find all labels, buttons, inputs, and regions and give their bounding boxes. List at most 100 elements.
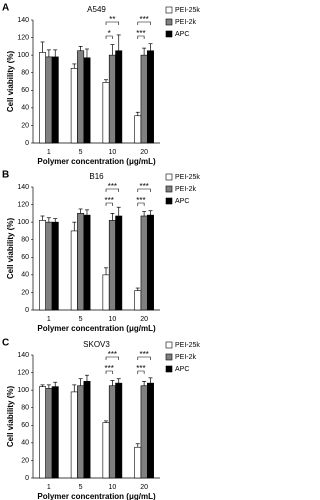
y-tick-label: 140 bbox=[17, 17, 29, 24]
y-tick-label: 20 bbox=[21, 289, 29, 296]
bar bbox=[140, 215, 148, 311]
legend-label: PEI-25k bbox=[175, 342, 200, 349]
x-tick-label: 5 bbox=[79, 484, 83, 491]
significance-label: *** bbox=[105, 364, 114, 373]
y-axis-label: Cell viability (%) bbox=[6, 385, 15, 447]
legend-swatch bbox=[165, 365, 173, 373]
y-tick-label: 120 bbox=[17, 34, 29, 41]
bar bbox=[108, 54, 116, 144]
bar bbox=[108, 385, 116, 479]
legend-swatch bbox=[165, 341, 173, 349]
significance-bracket bbox=[105, 202, 113, 206]
bar bbox=[147, 50, 154, 144]
bar bbox=[77, 213, 85, 311]
x-tick-label: 1 bbox=[47, 149, 51, 156]
bar bbox=[45, 221, 53, 311]
significance-label: *** bbox=[139, 15, 148, 24]
y-tick-label: 100 bbox=[17, 219, 29, 226]
x-tick-label: 5 bbox=[79, 316, 83, 323]
bar bbox=[134, 446, 142, 479]
bar bbox=[83, 57, 91, 144]
y-tick-label: 80 bbox=[21, 70, 29, 77]
bar bbox=[39, 386, 46, 479]
y-tick-label: 40 bbox=[21, 272, 29, 279]
y-axis-label: Cell viability (%) bbox=[6, 217, 15, 279]
significance-label: *** bbox=[136, 196, 145, 205]
bar bbox=[77, 385, 85, 479]
y-tick-label: 0 bbox=[25, 475, 29, 482]
x-axis-label: Polymer concentration (μg/mL) bbox=[37, 324, 156, 333]
y-tick-label: 80 bbox=[21, 405, 29, 412]
bar bbox=[39, 52, 46, 144]
x-tick-label: 10 bbox=[108, 149, 116, 156]
bar bbox=[147, 214, 154, 311]
significance-bracket bbox=[137, 188, 151, 192]
legend-label: PEI-2k bbox=[175, 186, 197, 193]
significance-bracket bbox=[105, 370, 113, 374]
x-tick-label: 20 bbox=[140, 484, 148, 491]
panel-label: B bbox=[2, 170, 9, 181]
y-tick-label: 40 bbox=[21, 440, 29, 447]
y-tick-label: 100 bbox=[17, 52, 29, 59]
bar bbox=[108, 220, 116, 311]
bar bbox=[140, 385, 148, 479]
significance-label: *** bbox=[108, 182, 117, 191]
significance-label: *** bbox=[136, 364, 145, 373]
bar bbox=[147, 382, 154, 479]
chart-title: B16 bbox=[89, 172, 104, 181]
bar bbox=[115, 215, 123, 311]
x-tick-label: 20 bbox=[140, 316, 148, 323]
x-tick-label: 5 bbox=[79, 149, 83, 156]
bar bbox=[51, 221, 59, 311]
significance-bracket bbox=[105, 356, 120, 360]
chart-title: SKOV3 bbox=[83, 340, 110, 349]
x-tick-label: 1 bbox=[47, 316, 51, 323]
panel-label: A bbox=[2, 3, 9, 14]
x-axis-label: Polymer concentration (μg/mL) bbox=[37, 492, 156, 500]
significance-label: *** bbox=[139, 350, 148, 359]
legend-swatch bbox=[165, 18, 173, 26]
bar bbox=[51, 56, 59, 144]
y-tick-label: 120 bbox=[17, 201, 29, 208]
panel-label: C bbox=[2, 338, 9, 349]
significance-label: * bbox=[108, 29, 111, 38]
figure: A A549 Cell viability (%) Polymer concentra… bbox=[2, 3, 200, 500]
bar bbox=[83, 381, 91, 479]
bar bbox=[134, 115, 142, 144]
y-tick-label: 120 bbox=[17, 369, 29, 376]
x-tick-label: 10 bbox=[108, 316, 116, 323]
significance-bracket bbox=[137, 356, 151, 360]
y-axis-label: Cell viability (%) bbox=[6, 50, 15, 112]
significance-bracket bbox=[105, 21, 120, 25]
significance-bracket bbox=[137, 21, 151, 25]
y-tick-label: 0 bbox=[25, 307, 29, 314]
bar bbox=[102, 82, 110, 144]
bar bbox=[70, 68, 78, 144]
bar bbox=[70, 230, 78, 311]
y-tick-label: 20 bbox=[21, 457, 29, 464]
legend-label: PEI-25k bbox=[175, 7, 200, 14]
y-tick-label: 140 bbox=[17, 184, 29, 191]
y-tick-label: 60 bbox=[21, 87, 29, 94]
significance-label: *** bbox=[108, 350, 117, 359]
bar bbox=[70, 391, 78, 479]
y-tick-label: 100 bbox=[17, 387, 29, 394]
significance-bracket bbox=[137, 370, 145, 374]
y-tick-label: 80 bbox=[21, 237, 29, 244]
significance-bracket bbox=[105, 188, 120, 192]
significance-bracket bbox=[105, 35, 113, 39]
legend-swatch bbox=[165, 197, 173, 205]
legend-swatch bbox=[165, 185, 173, 193]
bar bbox=[45, 388, 53, 479]
legend-swatch bbox=[165, 6, 173, 14]
legend-swatch bbox=[165, 353, 173, 361]
chart-title: A549 bbox=[87, 5, 106, 14]
legend-swatch bbox=[165, 30, 173, 38]
bar bbox=[140, 54, 148, 144]
significance-bracket bbox=[137, 35, 145, 39]
bar bbox=[134, 290, 142, 311]
bar bbox=[102, 422, 110, 479]
bar bbox=[51, 386, 59, 479]
y-tick-label: 140 bbox=[17, 352, 29, 359]
y-tick-label: 40 bbox=[21, 105, 29, 112]
